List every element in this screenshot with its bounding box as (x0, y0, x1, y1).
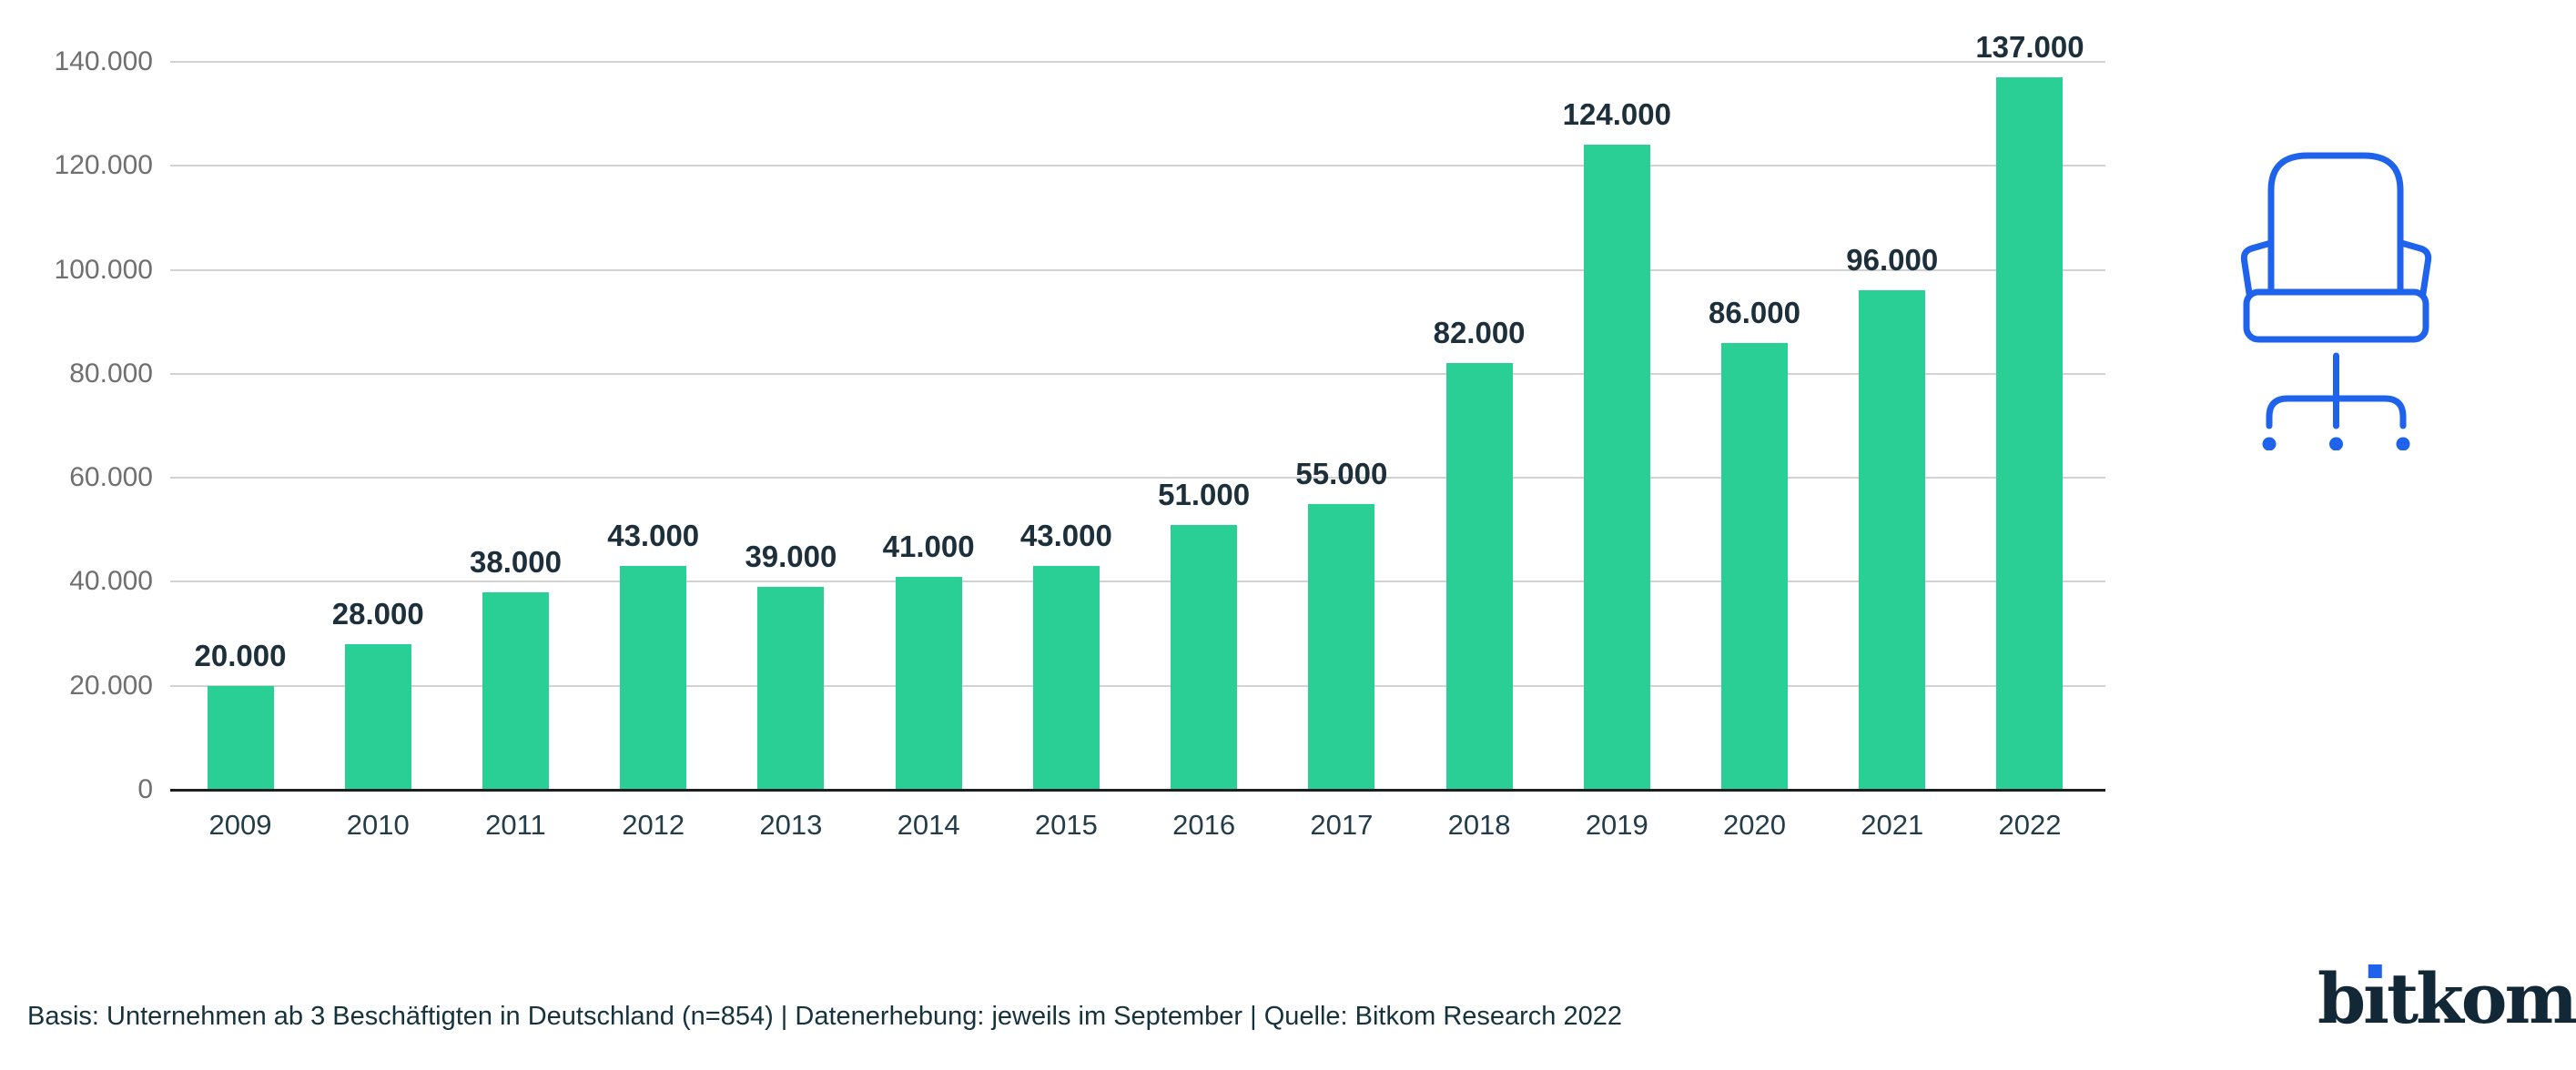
bar-2018 (1445, 363, 1513, 790)
gridline (170, 477, 2105, 479)
bar-2011 (482, 591, 549, 790)
logo-i-dot (2368, 964, 2382, 978)
gridline (170, 684, 2105, 687)
y-tick-label: 40.000 (69, 566, 153, 597)
x-tick-label: 2010 (346, 809, 410, 841)
bar-2020 (1721, 342, 1789, 790)
gridline (170, 580, 2105, 583)
bitkom-logo: bı tkom (2317, 964, 2576, 1034)
bar-value-label: 28.000 (331, 597, 424, 631)
y-tick-label: 140.000 (54, 46, 153, 76)
bar-value-label: 55.000 (1295, 456, 1388, 490)
x-tick-label: 2013 (759, 809, 823, 841)
x-tick-label: 2018 (1447, 809, 1511, 841)
bar-2015 (1032, 566, 1100, 790)
x-tick-label: 2019 (1585, 809, 1648, 841)
y-tick-label: 100.000 (54, 254, 153, 285)
bar-2009 (207, 685, 274, 790)
bitkom-logo-text: bı tkom (2317, 958, 2576, 1039)
bar-2016 (1171, 524, 1238, 790)
bar-2010 (344, 644, 411, 790)
x-tick-label: 2011 (485, 809, 546, 841)
y-tick-label: 0 (137, 774, 153, 804)
office-chair-icon (2240, 152, 2432, 450)
y-tick-label: 60.000 (69, 462, 153, 493)
x-tick-label: 2021 (1861, 809, 1924, 841)
bar-2012 (620, 566, 687, 790)
gridline (170, 372, 2105, 375)
gridline (170, 61, 2105, 63)
x-axis-line (170, 789, 2105, 792)
bar-value-label: 20.000 (194, 638, 287, 672)
bar-value-label: 137.000 (1975, 30, 2084, 65)
bar-2019 (1583, 145, 1650, 790)
x-tick-label: 2012 (622, 809, 685, 841)
footnote-text: Basis: Unternehmen ab 3 Beschäftigten in… (27, 1002, 1623, 1031)
bar-value-label: 39.000 (745, 540, 837, 574)
y-tick-label: 20.000 (69, 670, 153, 701)
bar-value-label: 41.000 (882, 529, 975, 563)
bar-2017 (1308, 503, 1375, 790)
bar-value-label: 82.000 (1433, 316, 1526, 350)
bar-value-label: 51.000 (1158, 477, 1251, 511)
x-tick-label: 2015 (1034, 809, 1098, 841)
bar-2013 (757, 587, 825, 790)
bar-value-label: 96.000 (1846, 243, 1939, 278)
x-tick-label: 2009 (208, 809, 272, 841)
bar-2021 (1859, 290, 1926, 790)
x-tick-label: 2014 (897, 809, 960, 841)
gridline (170, 165, 2105, 167)
x-tick-label: 2017 (1310, 809, 1374, 841)
bar-value-label: 43.000 (607, 519, 700, 553)
bar-2014 (895, 576, 962, 790)
y-tick-label: 120.000 (54, 150, 153, 181)
bar-value-label: 43.000 (1019, 519, 1112, 553)
bar-value-label: 124.000 (1562, 97, 1671, 132)
bar-2022 (1996, 77, 2064, 790)
gridline (170, 268, 2105, 271)
y-tick-label: 80.000 (69, 358, 153, 389)
bar-value-label: 86.000 (1709, 295, 1800, 329)
x-tick-label: 2022 (1998, 809, 2062, 841)
x-tick-label: 2016 (1172, 809, 1236, 841)
bar-value-label: 38.000 (469, 544, 562, 579)
x-tick-label: 2020 (1723, 809, 1786, 841)
